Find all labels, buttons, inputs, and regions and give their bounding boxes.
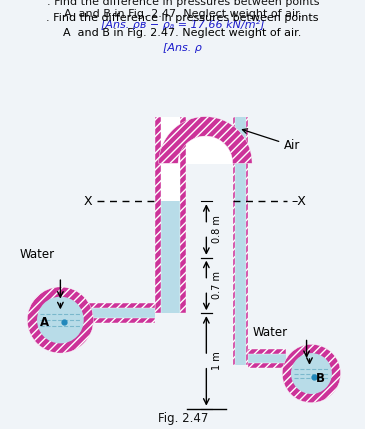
Text: A  and B in Fig. 2.47. Neglect weight of air.: A and B in Fig. 2.47. Neglect weight of … <box>63 28 302 38</box>
Text: . Find the difference in pressures between points: . Find the difference in pressures betwe… <box>47 0 319 7</box>
Bar <box>155 117 161 313</box>
Circle shape <box>37 297 84 343</box>
Text: Air: Air <box>242 129 300 152</box>
Text: 0.8 m: 0.8 m <box>212 216 222 243</box>
Bar <box>248 349 286 354</box>
Polygon shape <box>178 136 233 163</box>
Bar <box>161 117 180 201</box>
Bar <box>161 201 180 313</box>
Text: 1 m: 1 m <box>212 351 222 370</box>
Text: 0.7 m: 0.7 m <box>212 272 222 299</box>
Bar <box>248 353 286 363</box>
Text: Water: Water <box>19 248 55 261</box>
Bar <box>60 303 155 308</box>
Circle shape <box>282 344 341 403</box>
Bar <box>235 117 246 365</box>
Text: Water: Water <box>253 326 288 339</box>
Polygon shape <box>159 117 252 163</box>
Bar <box>233 117 235 365</box>
Circle shape <box>27 287 93 353</box>
Bar <box>60 318 155 323</box>
Text: X: X <box>84 195 92 208</box>
Bar <box>180 117 186 313</box>
Text: [Ans. ρ: [Ans. ρ <box>163 43 202 53</box>
Text: A: A <box>40 317 49 329</box>
Text: A  and B in Fig. 2.47. Neglect weight of air.: A and B in Fig. 2.47. Neglect weight of … <box>64 9 302 18</box>
Bar <box>60 308 155 318</box>
Circle shape <box>291 353 332 394</box>
Text: B: B <box>316 372 325 385</box>
Text: [Ans. ρʙ − ρₐ = 17.66 kN/m²]: [Ans. ρʙ − ρₐ = 17.66 kN/m²] <box>101 20 265 30</box>
Text: Fig. 2.47: Fig. 2.47 <box>158 412 208 425</box>
Text: –X: –X <box>291 195 306 208</box>
Bar <box>246 117 248 365</box>
Text: . Find the difference in pressures between points: . Find the difference in pressures betwe… <box>46 13 319 23</box>
Bar <box>248 363 286 368</box>
